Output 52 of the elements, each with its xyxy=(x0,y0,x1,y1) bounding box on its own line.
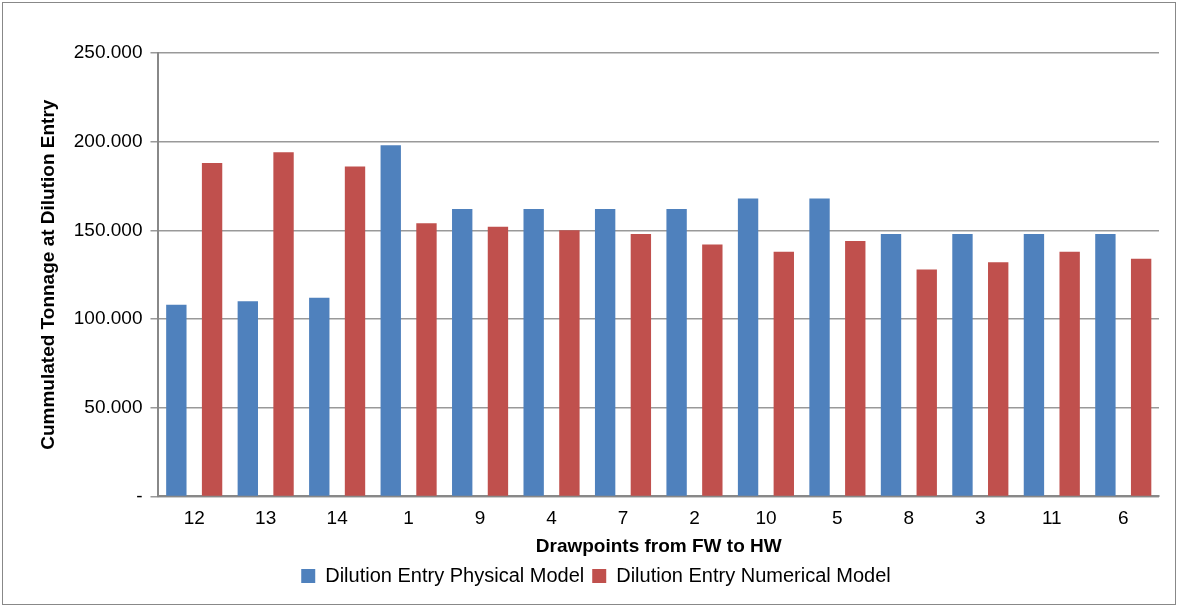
x-tick-label: 7 xyxy=(617,507,629,529)
y-tick-label: 250.000 xyxy=(73,41,143,63)
x-tick-label: 3 xyxy=(975,507,986,529)
y-tick-label: 50.000 xyxy=(84,395,143,417)
bar xyxy=(1095,233,1116,496)
bar xyxy=(809,198,830,496)
bar xyxy=(309,297,330,496)
x-tick-label: 1 xyxy=(403,507,414,529)
y-axis-title: Cummulated Tonnage at Dilution Entry xyxy=(36,99,58,450)
bar xyxy=(988,262,1009,496)
x-tick-label: 11 xyxy=(1041,507,1062,529)
y-tick-label: 200.000 xyxy=(73,129,143,151)
bar xyxy=(773,251,794,496)
x-tick-label: 6 xyxy=(1117,507,1129,529)
bar xyxy=(523,209,544,496)
x-tick-label: 9 xyxy=(474,507,486,529)
bar xyxy=(1023,233,1045,496)
bar xyxy=(380,145,401,496)
bar xyxy=(559,230,580,496)
bar xyxy=(1059,251,1080,496)
legend-label: Dilution Entry Numerical Model xyxy=(616,563,891,586)
legend-label: Dilution Entry Physical Model xyxy=(325,563,585,586)
bar xyxy=(845,241,866,496)
bar xyxy=(1130,258,1152,496)
y-tick-label: 150.000 xyxy=(73,218,143,240)
bar xyxy=(273,152,294,496)
bar xyxy=(737,198,759,496)
bar xyxy=(487,226,509,496)
bar xyxy=(237,301,258,496)
bar xyxy=(594,209,616,496)
x-tick-label: 8 xyxy=(903,507,915,529)
x-tick-label: 4 xyxy=(546,507,558,529)
x-tick-label: 10 xyxy=(755,507,777,529)
bar xyxy=(166,304,187,496)
bar xyxy=(880,233,902,496)
bar xyxy=(630,233,652,496)
bar xyxy=(916,269,937,496)
y-tick-label: 100.000 xyxy=(73,307,143,329)
bar xyxy=(416,223,437,496)
x-tick-label: 12 xyxy=(183,507,205,529)
x-axis-title: Drawpoints from FW to HW xyxy=(535,534,782,556)
x-tick-label: 5 xyxy=(832,507,843,529)
y-tick-label: - xyxy=(136,484,143,506)
bar xyxy=(452,209,473,496)
bar xyxy=(201,162,223,496)
bar xyxy=(702,244,723,496)
bar xyxy=(666,209,687,496)
x-tick-label: 14 xyxy=(326,507,349,529)
bar xyxy=(344,166,366,496)
x-tick-label: 2 xyxy=(689,507,700,529)
x-tick-label: 13 xyxy=(255,507,277,529)
bar xyxy=(952,233,973,496)
